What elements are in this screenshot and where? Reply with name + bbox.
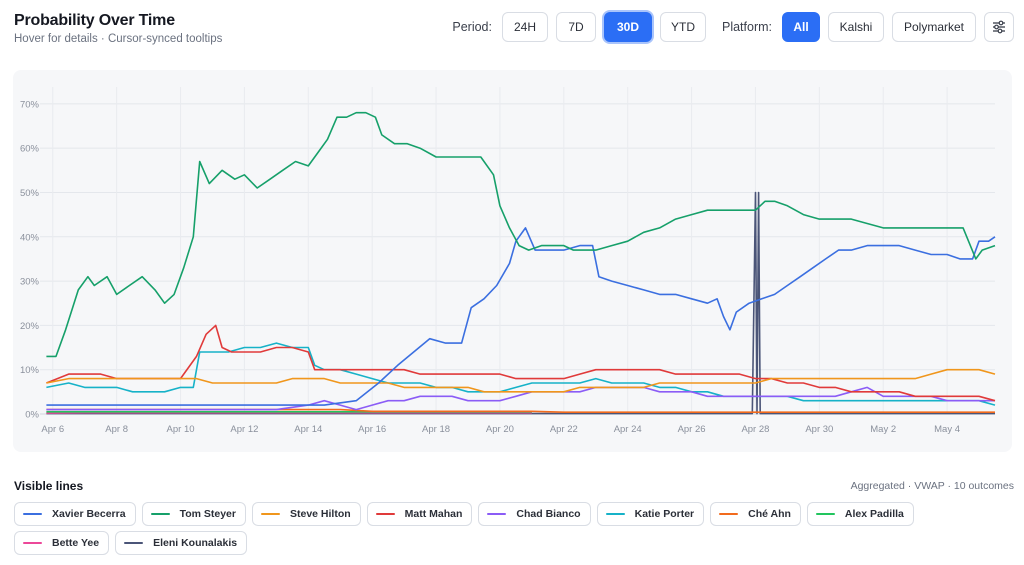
legend-swatch (719, 513, 739, 515)
chart-title: Probability Over Time (14, 12, 175, 29)
x-tick-label: Apr 18 (422, 424, 450, 435)
series-line-xavier-becerra[interactable] (46, 227, 996, 406)
legend-item-bette-yee[interactable]: Bette Yee (14, 531, 110, 555)
y-tick-label: 60% (20, 144, 40, 155)
platform-kalshi-button[interactable]: Kalshi (828, 12, 884, 42)
legend-item-xavier-becerra[interactable]: Xavier Becerra (14, 502, 136, 526)
period-30d-button[interactable]: 30D (603, 12, 652, 42)
series-line-katie-porter[interactable] (46, 342, 996, 406)
legend-label: Bette Yee (52, 537, 100, 549)
legend-label: Chad Bianco (516, 508, 581, 520)
legend-label: Tom Steyer (179, 508, 236, 520)
aggregation-info: Aggregated · VWAP · 10 outcomes (850, 480, 1014, 492)
x-tick-label: Apr 8 (105, 424, 128, 435)
legend-item-ch-ahn[interactable]: Ché Ahn (710, 502, 801, 526)
y-tick-label: 10% (20, 365, 40, 376)
chart-area[interactable]: 0% 10% 20% 30% 40% 50% 60% 70% Apr 6 Apr 8 Apr 10 A… (13, 70, 1012, 452)
legend-swatch (260, 513, 280, 515)
legend-swatch (605, 513, 625, 515)
x-tick-label: Apr 10 (167, 424, 195, 435)
period-7d-button[interactable]: 7D (555, 12, 596, 42)
legend-item-tom-steyer[interactable]: Tom Steyer (141, 502, 246, 526)
series-line-chad-bianco[interactable] (46, 386, 995, 411)
x-tick-label: Apr 6 (41, 424, 64, 435)
x-tick-label: Apr 14 (294, 424, 322, 435)
legend-swatch (815, 513, 835, 515)
legend: Xavier Becerra Tom Steyer Steve Hilton Matt… (14, 502, 1004, 555)
legend-item-chad-bianco[interactable]: Chad Bianco (478, 502, 591, 526)
legend-swatch (23, 542, 42, 544)
period-label: Period: (452, 20, 492, 34)
period-24h-button[interactable]: 24H (501, 12, 548, 42)
toolbar: Period: 24H 7D 30D YTD Platform: All Kal… (452, 12, 1014, 42)
series-line-tom-steyer[interactable] (46, 111, 996, 358)
y-tick-label: 0% (25, 410, 39, 421)
x-tick-label: Apr 28 (741, 424, 769, 435)
legend-swatch (23, 513, 42, 515)
x-tick-label: Apr 20 (486, 424, 514, 435)
legend-item-alex-padilla[interactable]: Alex Padilla (806, 502, 914, 526)
legend-label: Eleni Kounalakis (153, 537, 238, 549)
visible-lines-title: Visible lines (14, 479, 84, 493)
settings-button[interactable] (984, 12, 1014, 42)
x-tick-label: May 2 (870, 424, 896, 435)
legend-label: Katie Porter (634, 508, 695, 520)
y-tick-label: 40% (20, 232, 40, 243)
x-tick-label: Apr 16 (358, 424, 386, 435)
series-line-matt-mahan[interactable] (46, 324, 996, 402)
series-line-eleni-kounalakis[interactable] (46, 191, 995, 415)
x-tick-label: Apr 26 (678, 424, 706, 435)
y-tick-label: 50% (20, 188, 40, 199)
series-line-steve-hilton[interactable] (46, 368, 996, 393)
x-tick-label: Apr 12 (230, 424, 258, 435)
legend-item-katie-porter[interactable]: Katie Porter (596, 502, 705, 526)
legend-item-matt-mahan[interactable]: Matt Mahan (366, 502, 473, 526)
period-ytd-button[interactable]: YTD (659, 12, 706, 42)
platform-polymarket-button[interactable]: Polymarket (892, 12, 976, 42)
platform-label: Platform: (721, 20, 772, 34)
platform-all-button[interactable]: All (782, 12, 820, 42)
x-tick-label: Apr 30 (805, 424, 833, 435)
legend-label: Ché Ahn (748, 508, 791, 520)
legend-label: Steve Hilton (289, 508, 351, 520)
legend-label: Xavier Becerra (52, 508, 126, 520)
legend-swatch (150, 513, 170, 515)
x-tick-label: Apr 24 (614, 424, 642, 435)
x-tick-label: May 4 (934, 424, 960, 435)
legend-swatch (124, 542, 144, 544)
legend-item-eleni-kounalakis[interactable]: Eleni Kounalakis (115, 531, 248, 555)
legend-swatch (487, 513, 507, 515)
y-tick-label: 30% (20, 277, 40, 288)
y-tick-label: 70% (20, 99, 40, 110)
line-chart[interactable]: 0% 10% 20% 30% 40% 50% 60% 70% Apr 6 Apr 8 Apr 10 A… (13, 70, 1012, 452)
legend-item-steve-hilton[interactable]: Steve Hilton (251, 502, 361, 526)
x-tick-label: Apr 22 (550, 424, 578, 435)
y-tick-label: 20% (20, 321, 40, 332)
legend-label: Alex Padilla (844, 508, 904, 520)
legend-label: Matt Mahan (404, 508, 463, 520)
sliders-icon (993, 20, 1005, 34)
chart-subtitle: Hover for details · Cursor-synced toolti… (14, 33, 223, 45)
legend-swatch (375, 513, 395, 515)
